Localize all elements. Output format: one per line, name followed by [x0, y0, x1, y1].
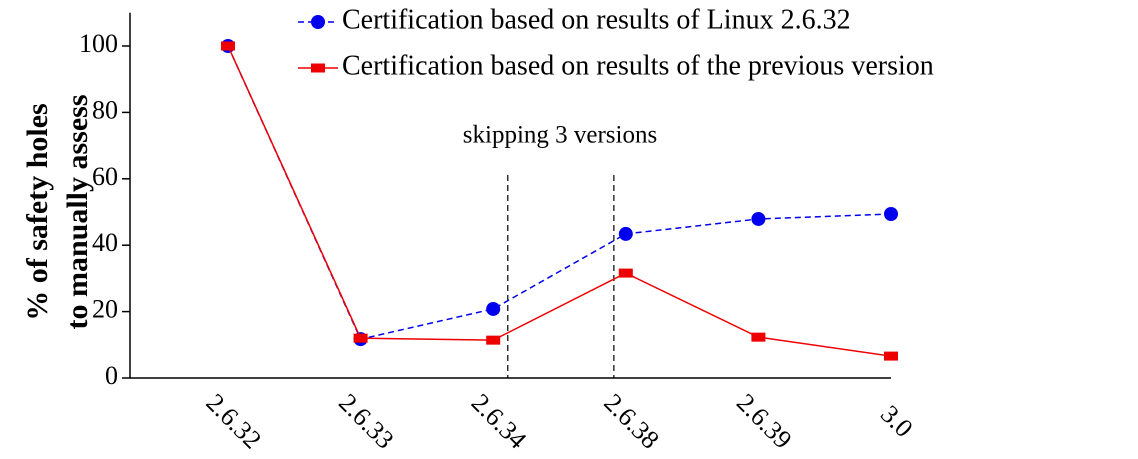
point [751, 211, 766, 226]
y-tick-label: 20 [92, 295, 118, 324]
series-line [227, 45, 892, 357]
y-tick-label: 60 [92, 162, 118, 191]
x-tick-label: 2.6.38 [598, 388, 664, 454]
point [353, 333, 368, 343]
legend-label: Certification based on results of Linux … [342, 4, 851, 35]
legend-marker [311, 15, 325, 29]
point [751, 332, 766, 342]
series-line [227, 45, 892, 341]
point [618, 226, 633, 241]
point [486, 301, 501, 316]
y-tick-label: 80 [92, 95, 118, 124]
x-tick-label: 2.6.32 [201, 388, 267, 454]
y-tick-label: 0 [105, 361, 118, 390]
x-tick-label: 2.6.39 [731, 388, 797, 454]
point [486, 335, 501, 345]
annotation: skipping 3 versions [463, 122, 657, 149]
point [884, 351, 898, 361]
legend-label: Certification based on results of the pr… [342, 50, 934, 81]
point [618, 268, 633, 278]
y-axis-label: % of safety holes [21, 103, 54, 320]
x-tick-label: 2.6.34 [466, 388, 532, 454]
x-tick-label: 3.0 [875, 399, 918, 442]
y-tick-label: 40 [92, 228, 118, 257]
x-tick-label: 2.6.33 [333, 388, 399, 454]
y-tick-label: 100 [79, 29, 118, 58]
legend-marker [311, 63, 325, 73]
point [884, 206, 898, 221]
point [221, 41, 235, 51]
y-axis-label: to manually assess [61, 94, 94, 329]
